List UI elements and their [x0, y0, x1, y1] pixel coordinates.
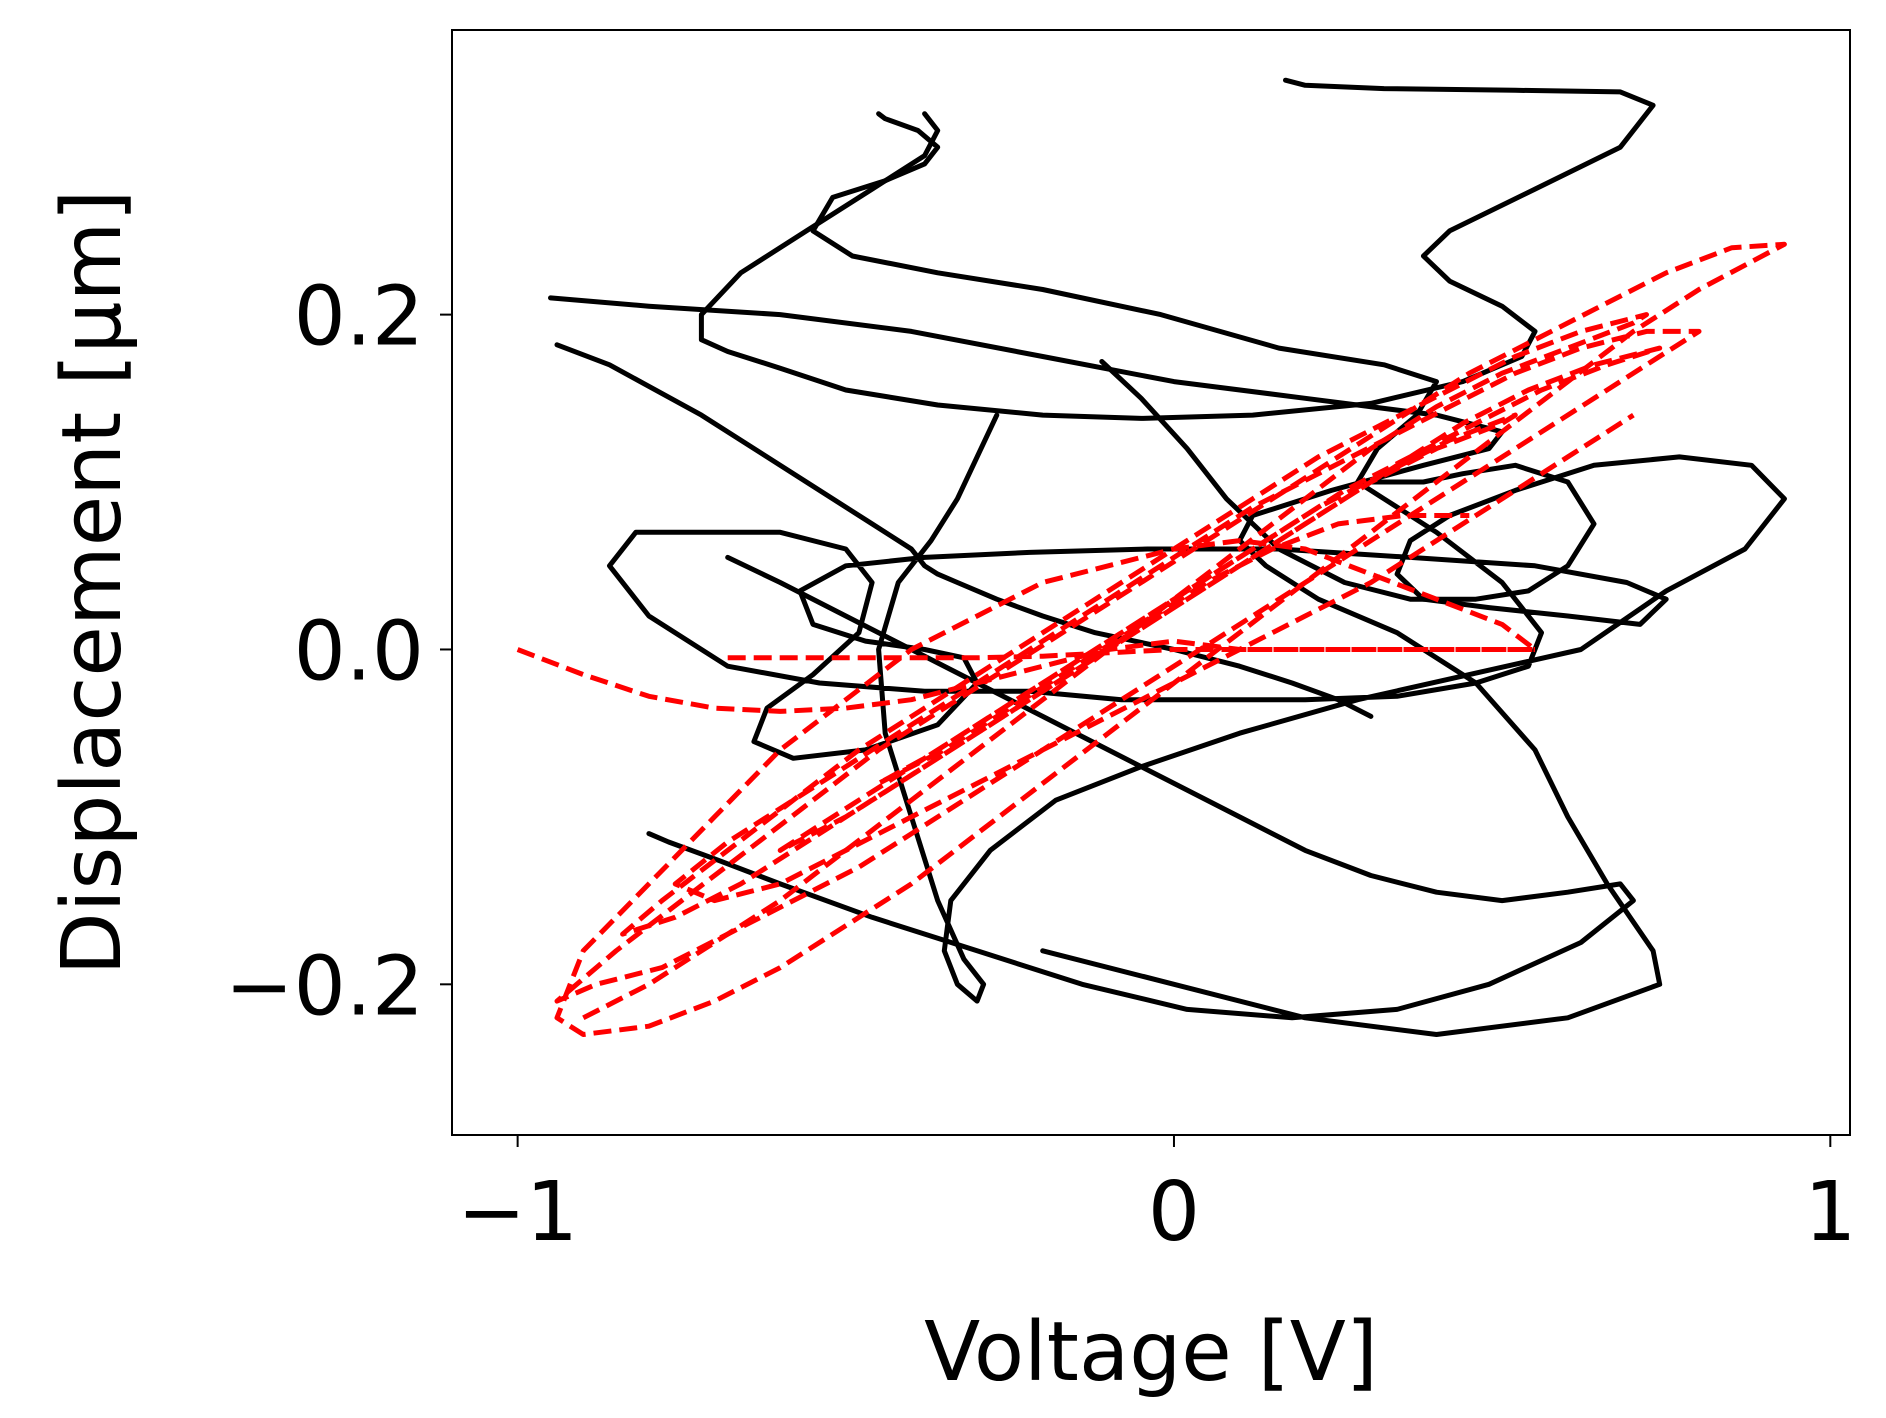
model-curve-8 — [727, 647, 1535, 661]
x-axis-title: Voltage [V] — [924, 1305, 1378, 1400]
measured-curve-5 — [1099, 359, 1597, 602]
y-axis: −0.2 0.0 0.2 — [225, 270, 452, 1034]
y-tick-label: 0.0 — [294, 604, 424, 699]
model-curve-7 — [582, 312, 1663, 1021]
measured-curve-4 — [646, 554, 1636, 1021]
x-tick-label: 0 — [1148, 1165, 1200, 1260]
measured-curve-2 — [698, 77, 1656, 421]
model-curve-6 — [516, 241, 1787, 1037]
measured-curve-1 — [548, 295, 1663, 1037]
y-tick-label: 0.2 — [294, 270, 424, 365]
plot-frame — [451, 29, 1851, 1136]
measured-curve-0 — [607, 111, 1787, 1004]
y-axis-title: Displacement [μm] — [45, 190, 140, 976]
x-axis: −1 0 1 — [457, 1135, 1856, 1260]
x-tick-label: −1 — [457, 1165, 578, 1260]
measured-curve-3 — [554, 342, 1374, 719]
series-layer — [516, 77, 1787, 1037]
y-tick-label: −0.2 — [225, 939, 424, 1034]
x-tick-label: 1 — [1804, 1165, 1856, 1260]
